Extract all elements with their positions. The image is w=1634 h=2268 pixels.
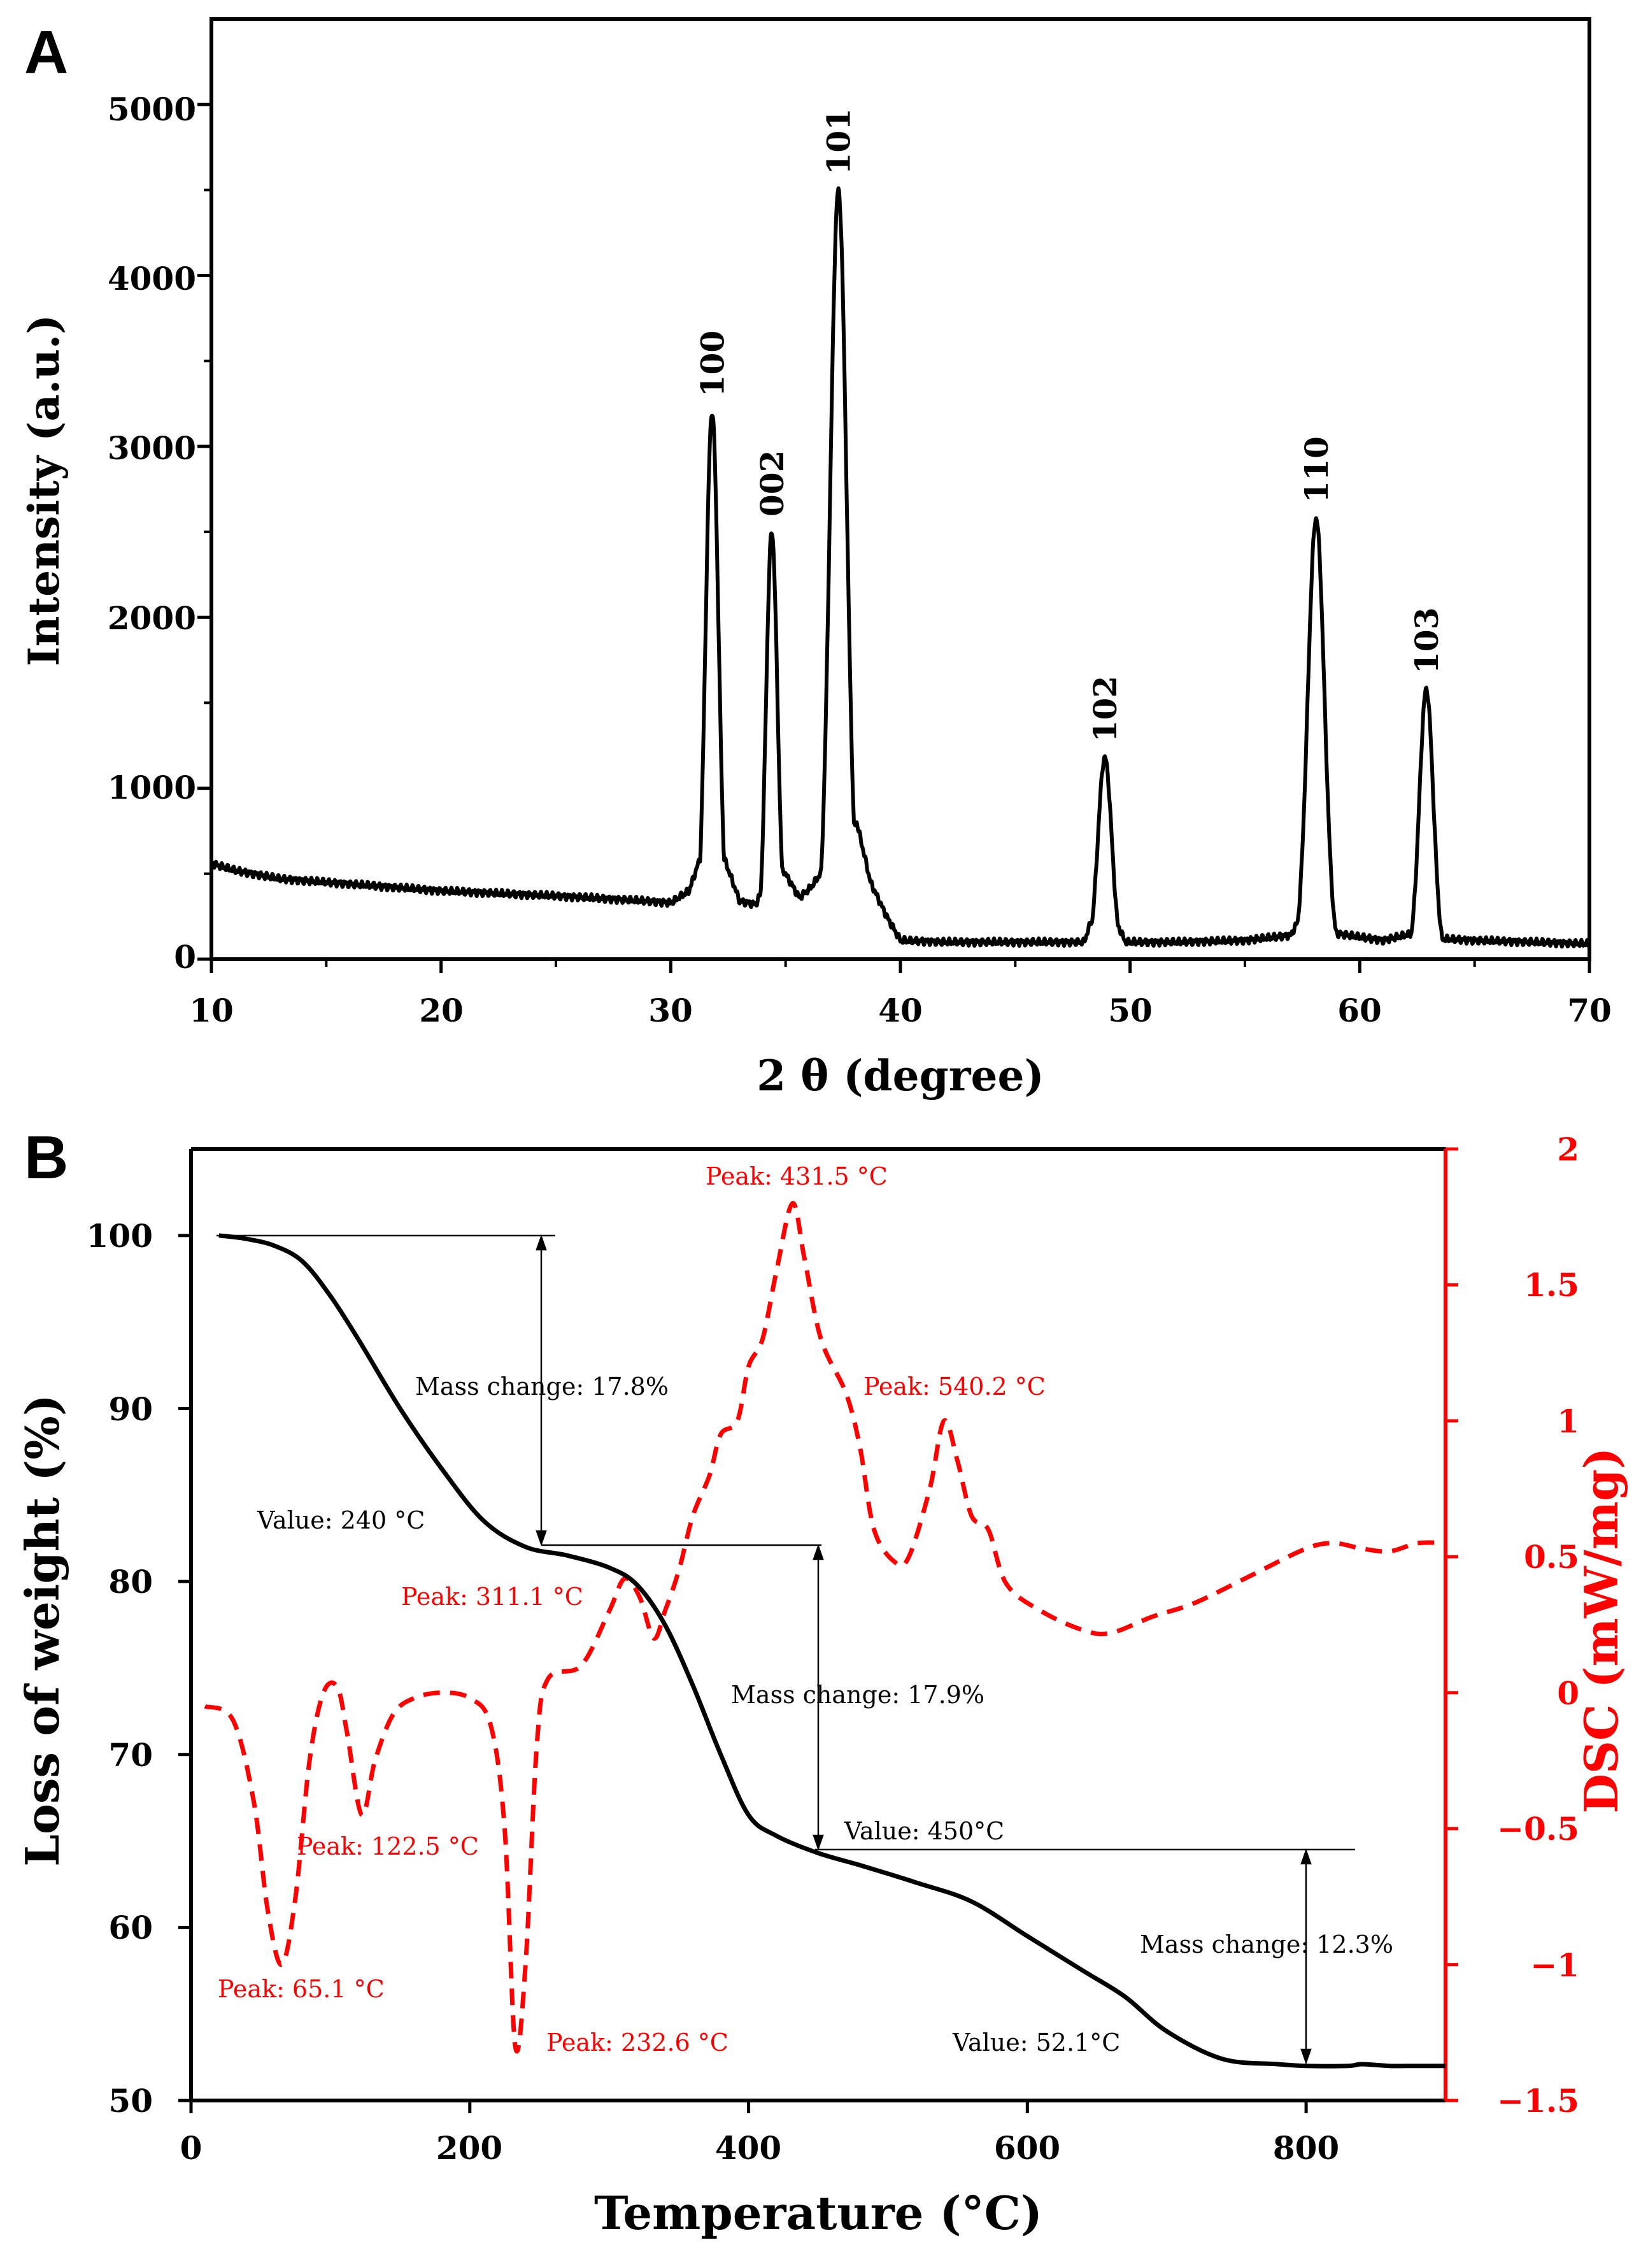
b-ytick-right: 0 [1557, 1674, 1579, 1712]
a-y-axis-title: Intensity (a.u.) [19, 315, 69, 667]
value-label-450: Value: 450°C [844, 1817, 1004, 1845]
a-xtick-label: 30 [648, 992, 693, 1029]
b-tga-annotations: Mass change: 17.8% Value: 240 °C Mass ch… [257, 1373, 1393, 2057]
arrow-head-up-1 [536, 1234, 547, 1251]
mass-change-label-3: Mass change: 12.3% [1140, 1930, 1393, 1958]
b-ytick-right: 0.5 [1524, 1538, 1579, 1576]
dsc-peak-label: Peak: 65.1 °C [218, 1975, 385, 2003]
b-xtick-label: 800 [1273, 2129, 1339, 2167]
a-xrd-line [210, 186, 1591, 949]
panel-b: B 50 60 70 80 90 100 −1.5 −1 −0.5 0 0.5 … [15, 1123, 1628, 2240]
b-tga-line [218, 1233, 1446, 2069]
b-ytick-left: 90 [108, 1390, 153, 1428]
dsc-peak-label: Peak: 311.1 °C [401, 1583, 583, 1611]
b-x-axis-title: Temperature (°C) [594, 2186, 1042, 2240]
b-xtick-label: 400 [715, 2129, 781, 2167]
mass-change-label-1: Mass change: 17.8% [415, 1373, 669, 1401]
b-x-tick-marks [189, 2100, 1308, 2113]
b-xtick-label: 600 [994, 2129, 1060, 2167]
a-ytick-label: 3000 [108, 429, 196, 467]
a-y-tick-marks [197, 103, 211, 961]
b-dsc-line [204, 1201, 1446, 2054]
a-xtick-label: 20 [419, 992, 464, 1029]
arrow-head-down-2 [813, 1834, 824, 1851]
a-ytick-label: 1000 [108, 769, 196, 806]
a-plot-frame [210, 17, 1591, 961]
b-right-axis-title: DSC (mW/mg) [1574, 1448, 1628, 1814]
b-ytick-left: 100 [87, 1217, 153, 1255]
b-ytick-right: −1.5 [1497, 2082, 1579, 2120]
b-ytick-right: 2 [1557, 1130, 1579, 1168]
panel-a: A 0 1000 2000 3000 4000 5000 10 20 30 40… [19, 17, 1612, 1101]
a-peak-labels: 100 002 101 102 110 103 [693, 108, 1446, 742]
b-right-tick-labels: −1.5 −1 −0.5 0 0.5 1 1.5 2 [1497, 1130, 1579, 2120]
peak-label-101: 101 [820, 108, 858, 175]
b-ytick-right: −0.5 [1497, 1810, 1579, 1848]
a-xtick-label: 70 [1567, 992, 1612, 1029]
dsc-peak-label: Peak: 540.2 °C [863, 1373, 1046, 1401]
dsc-peak-label: Peak: 431.5 °C [706, 1162, 888, 1190]
b-ytick-left: 60 [108, 1909, 153, 1946]
a-x-axis-title: 2 θ (degree) [757, 1051, 1044, 1101]
b-x-tick-labels: 0 200 400 600 800 [180, 2129, 1340, 2167]
b-dsc-peak-labels: Peak: 431.5 °C Peak: 540.2 °C Peak: 311.… [218, 1162, 1046, 2057]
arrow-head-down-3 [1300, 2048, 1312, 2065]
a-x-tick-marks [210, 959, 1591, 973]
b-ytick-right: 1.5 [1524, 1266, 1579, 1304]
b-ytick-right: 1 [1557, 1402, 1579, 1440]
b-ytick-left: 50 [108, 2082, 153, 2120]
peak-label-002: 002 [753, 450, 791, 517]
a-xtick-label: 60 [1337, 992, 1382, 1029]
a-ytick-label: 2000 [108, 599, 196, 637]
a-xtick-label: 40 [878, 992, 923, 1029]
b-ytick-left: 80 [108, 1563, 153, 1601]
mass-change-label-2: Mass change: 17.9% [731, 1681, 984, 1709]
peak-label-102: 102 [1086, 676, 1124, 742]
b-left-tick-marks [178, 1234, 191, 2102]
arrow-head-up-3 [1300, 1848, 1312, 1865]
arrow-head-up-2 [813, 1544, 824, 1560]
dsc-peak-label: Peak: 122.5 °C [297, 1832, 479, 1860]
b-left-axis-title: Loss of weight (%) [15, 1394, 69, 1867]
b-right-tick-marks [1446, 1147, 1458, 2102]
a-xtick-label: 50 [1108, 992, 1153, 1029]
peak-label-100: 100 [693, 331, 731, 397]
value-label-52: Value: 52.1°C [952, 2029, 1120, 2057]
a-y-tick-labels: 0 1000 2000 3000 4000 5000 [108, 90, 196, 976]
value-label-240: Value: 240 °C [257, 1506, 425, 1534]
panel-b-label: B [24, 1123, 68, 1192]
a-ytick-label: 0 [174, 938, 196, 976]
a-ytick-label: 5000 [108, 90, 196, 128]
b-xtick-label: 200 [436, 2129, 502, 2167]
b-ytick-right: −1 [1530, 1946, 1579, 1984]
panel-a-label: A [24, 18, 68, 87]
a-ytick-label: 4000 [108, 260, 196, 297]
arrow-head-down-1 [536, 1530, 547, 1546]
a-x-tick-labels: 10 20 30 40 50 60 70 [189, 992, 1612, 1029]
dsc-peak-label: Peak: 232.6 °C [546, 2029, 728, 2057]
b-annotation-lines [217, 1234, 1355, 2065]
b-xtick-label: 0 [180, 2129, 202, 2167]
b-ytick-left: 70 [108, 1736, 153, 1774]
b-left-tick-labels: 50 60 70 80 90 100 [87, 1217, 153, 2120]
peak-label-110: 110 [1298, 436, 1335, 503]
a-xtick-label: 10 [189, 992, 234, 1029]
peak-label-103: 103 [1408, 608, 1446, 674]
